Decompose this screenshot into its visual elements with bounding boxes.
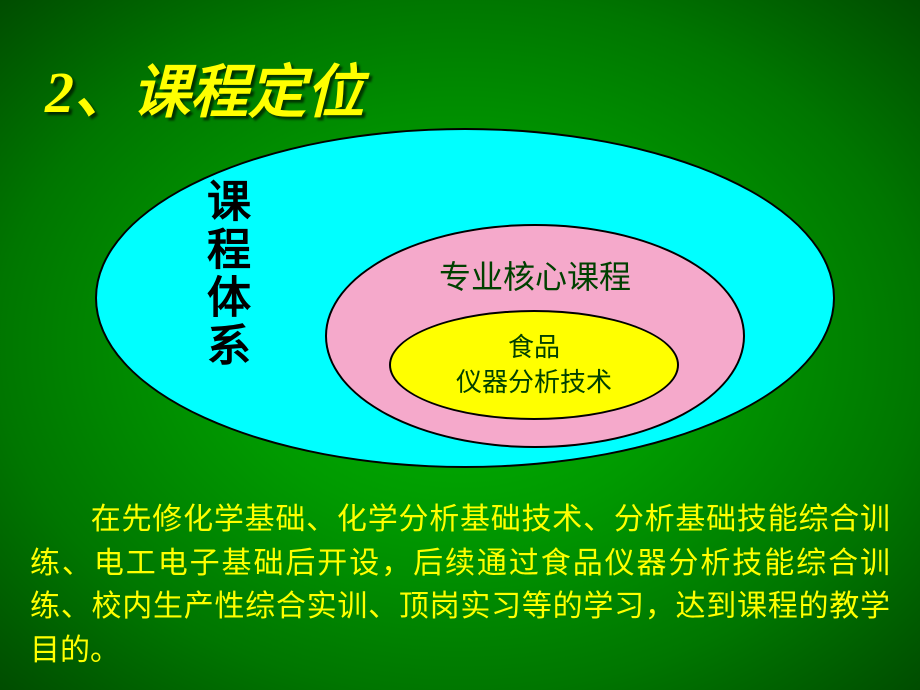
middle-ellipse-label: 专业核心课程	[327, 252, 743, 298]
inner-ellipse: 食品 仪器分析技术	[389, 310, 679, 420]
inner-ellipse-label: 食品 仪器分析技术	[456, 330, 612, 400]
inner-label-line1: 食品	[508, 333, 560, 362]
body-text-content: 在先修化学基础、化学分析基础技术、分析基础技能综合训练、电工电子基础后开设，后续…	[30, 503, 890, 667]
body-paragraph: 在先修化学基础、化学分析基础技术、分析基础技能综合训练、电工电子基础后开设，后续…	[30, 498, 890, 672]
nested-ellipse-diagram: 课程体系 专业核心课程 食品 仪器分析技术	[95, 128, 835, 468]
inner-label-line2: 仪器分析技术	[456, 368, 612, 397]
slide-title: 2、课程定位	[45, 45, 364, 129]
outer-ellipse-vertical-label: 课程体系	[192, 178, 256, 370]
